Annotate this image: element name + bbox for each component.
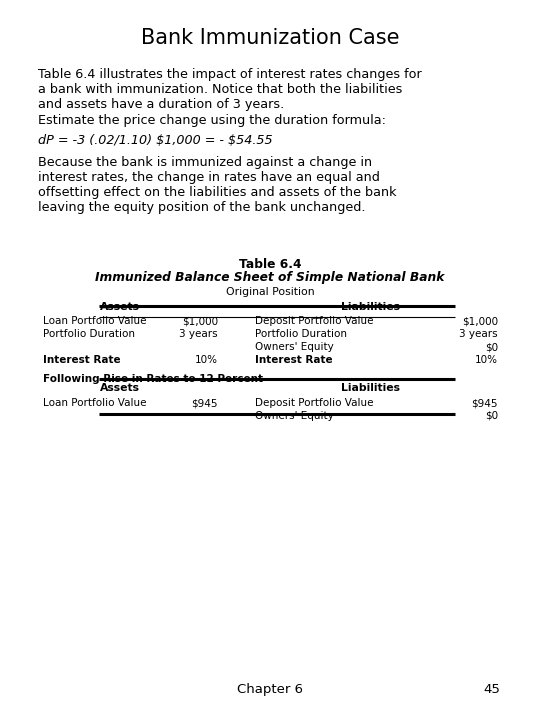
Text: Owners' Equity: Owners' Equity bbox=[255, 411, 334, 421]
Text: Assets: Assets bbox=[100, 383, 140, 393]
Text: \$0: \$0 bbox=[485, 411, 498, 421]
Text: Following Rise in Rates to 12 Percent: Following Rise in Rates to 12 Percent bbox=[43, 374, 263, 384]
Text: Loan Portfolio Value: Loan Portfolio Value bbox=[43, 398, 146, 408]
Text: Immunized Balance Sheet of Simple National Bank: Immunized Balance Sheet of Simple Nation… bbox=[96, 271, 444, 284]
Text: Liabilities: Liabilities bbox=[341, 383, 400, 393]
Text: Table 6.4 illustrates the impact of interest rates changes for
a bank with immun: Table 6.4 illustrates the impact of inte… bbox=[38, 68, 422, 111]
Text: \$945: \$945 bbox=[471, 398, 498, 408]
Text: Portfolio Duration: Portfolio Duration bbox=[43, 329, 135, 339]
Text: Loan Portfolio Value: Loan Portfolio Value bbox=[43, 316, 146, 326]
Text: Assets: Assets bbox=[100, 302, 140, 312]
Text: 10%: 10% bbox=[475, 355, 498, 365]
Text: Because the bank is immunized against a change in
interest rates, the change in : Because the bank is immunized against a … bbox=[38, 156, 396, 214]
Text: \$0: \$0 bbox=[485, 342, 498, 352]
Text: Chapter 6: Chapter 6 bbox=[237, 683, 303, 696]
Text: Original Position: Original Position bbox=[226, 287, 314, 297]
Text: 3 years: 3 years bbox=[460, 329, 498, 339]
Text: \$1,000: \$1,000 bbox=[462, 316, 498, 326]
Text: 45: 45 bbox=[483, 683, 500, 696]
Text: Owners' Equity: Owners' Equity bbox=[255, 342, 334, 352]
Text: Liabilities: Liabilities bbox=[341, 302, 400, 312]
Text: Portfolio Duration: Portfolio Duration bbox=[255, 329, 347, 339]
Text: \$1,000: \$1,000 bbox=[182, 316, 218, 326]
Text: Deposit Portfolio Value: Deposit Portfolio Value bbox=[255, 316, 374, 326]
Text: dP = -3 (.02/1.10) \$1,000 = - \$54.55: dP = -3 (.02/1.10) \$1,000 = - \$54.55 bbox=[38, 134, 273, 147]
Text: Interest Rate: Interest Rate bbox=[255, 355, 333, 365]
Text: 3 years: 3 years bbox=[179, 329, 218, 339]
Text: Estimate the price change using the duration formula:: Estimate the price change using the dura… bbox=[38, 114, 386, 127]
Text: 10%: 10% bbox=[195, 355, 218, 365]
Text: Deposit Portfolio Value: Deposit Portfolio Value bbox=[255, 398, 374, 408]
Text: \$945: \$945 bbox=[192, 398, 218, 408]
Text: Interest Rate: Interest Rate bbox=[43, 355, 120, 365]
Text: Table 6.4: Table 6.4 bbox=[239, 258, 301, 271]
Text: Bank Immunization Case: Bank Immunization Case bbox=[141, 28, 399, 48]
